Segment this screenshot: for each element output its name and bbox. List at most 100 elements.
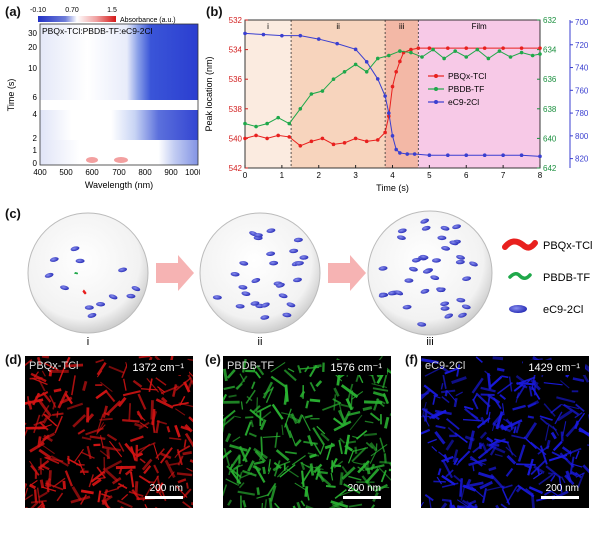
y-tick-label-left: 542 <box>229 164 243 173</box>
fibril-mark <box>352 461 363 465</box>
fibril-mark <box>296 501 301 508</box>
fibril-mark <box>560 476 566 484</box>
acceptor-dot <box>440 306 450 311</box>
fibril-mark <box>436 476 443 485</box>
acceptor-dot <box>293 277 302 283</box>
fibril-mark <box>314 466 325 483</box>
fibril-mark <box>494 438 509 444</box>
acceptor-dot <box>293 237 303 243</box>
fibril-mark <box>82 380 88 391</box>
fibril-mark <box>290 413 298 425</box>
fibril-mark <box>556 409 573 422</box>
fibril-mark <box>431 446 438 452</box>
fibril-mark <box>240 472 253 479</box>
fibril-mark <box>185 482 189 489</box>
fibril-mark <box>62 480 67 490</box>
fibril-mark <box>40 500 46 508</box>
fibril-mark <box>80 489 94 495</box>
x-axis-a: 400 500 600 700 800 900 1000 <box>33 168 200 177</box>
fibril-mark <box>564 447 582 456</box>
fibril-mark <box>451 504 456 508</box>
data-point <box>398 59 402 64</box>
x-tick-label: 400 <box>33 168 47 177</box>
fibril-mark <box>180 425 191 431</box>
fibril-mark <box>442 460 454 479</box>
image-material-label: eC9-2Cl <box>425 360 466 372</box>
data-point <box>280 33 284 38</box>
fibril-mark <box>562 421 567 437</box>
fibril-mark <box>270 375 288 389</box>
fibril-mark <box>279 464 296 478</box>
legend-label: eC9-2Cl <box>448 97 479 107</box>
fibril-mark <box>33 420 44 427</box>
data-point <box>412 152 417 156</box>
fibril-mark <box>64 363 84 368</box>
fibril-mark <box>564 474 575 486</box>
fibril-mark <box>466 500 476 508</box>
fibril-mark <box>81 451 95 459</box>
fibril-mark <box>476 416 491 429</box>
fibril-mark <box>49 395 57 408</box>
fibril-mark <box>361 475 374 491</box>
fibril-mark <box>333 420 352 432</box>
data-point <box>405 152 410 156</box>
fibril-mark <box>291 454 306 466</box>
fibril-mark <box>134 422 143 428</box>
fibril-mark <box>183 439 187 448</box>
legend-pbqx-label: PBQx-TCl <box>543 240 593 252</box>
data-point <box>475 47 480 52</box>
fibril-mark <box>153 464 160 474</box>
fibril-mark <box>96 422 105 435</box>
fibril-mark <box>136 452 144 458</box>
fibril-mark <box>527 400 540 409</box>
fibril-mark <box>283 393 288 405</box>
fibril-mark <box>187 358 193 361</box>
series-line <box>244 47 540 147</box>
arrow-ii-to-iii <box>328 255 366 291</box>
fibril-mark <box>471 486 484 498</box>
fibril-mark <box>118 442 125 452</box>
fibril-mark <box>515 422 521 434</box>
fibril-mark <box>106 448 111 460</box>
image-material-label: PBDB-TF <box>227 360 275 372</box>
fibril-mark <box>283 369 297 382</box>
fibril-mark <box>172 401 189 407</box>
fibril-mark <box>435 425 446 429</box>
fibril-mark <box>155 377 167 386</box>
data-point <box>390 134 395 138</box>
fibril-mark <box>345 397 354 411</box>
data-point <box>519 50 524 55</box>
fibril-mark <box>54 415 63 434</box>
fibril-mark <box>516 376 536 385</box>
fibril-mark <box>304 365 310 373</box>
fibril-mark <box>225 478 238 486</box>
fibril-mark <box>496 382 513 395</box>
fibril-mark <box>104 499 110 508</box>
fibril-mark <box>494 453 503 458</box>
fibril-mark <box>363 400 383 405</box>
fibril-mark <box>459 478 463 497</box>
image-wavenumber-label: 1576 cm⁻¹ <box>325 360 387 375</box>
fibril-mark <box>305 488 310 501</box>
fibril-mark <box>347 450 355 464</box>
fibril-mark <box>528 385 533 397</box>
fibril-mark <box>254 371 261 379</box>
acceptor-dot <box>461 304 471 310</box>
fibril-mark <box>226 369 236 379</box>
fibril-mark <box>238 482 245 489</box>
fibril-mark <box>333 394 337 411</box>
panel-label-c: (c) <box>5 206 21 221</box>
acceptor-dot <box>289 248 299 254</box>
colorbar-tick: 0.70 <box>65 7 79 14</box>
y-axis-label-a: Time (s) <box>6 79 16 112</box>
fibril-mark <box>89 435 106 441</box>
fibril-mark <box>441 396 450 404</box>
fibril-mark <box>25 487 29 499</box>
stage-label: ii <box>336 22 340 31</box>
fibril-mark <box>155 398 174 409</box>
acceptor-dot <box>250 301 260 306</box>
fibril-mark <box>344 444 353 452</box>
fibril-mark <box>274 432 279 448</box>
data-point <box>519 46 524 50</box>
acceptor-dot <box>409 266 418 272</box>
